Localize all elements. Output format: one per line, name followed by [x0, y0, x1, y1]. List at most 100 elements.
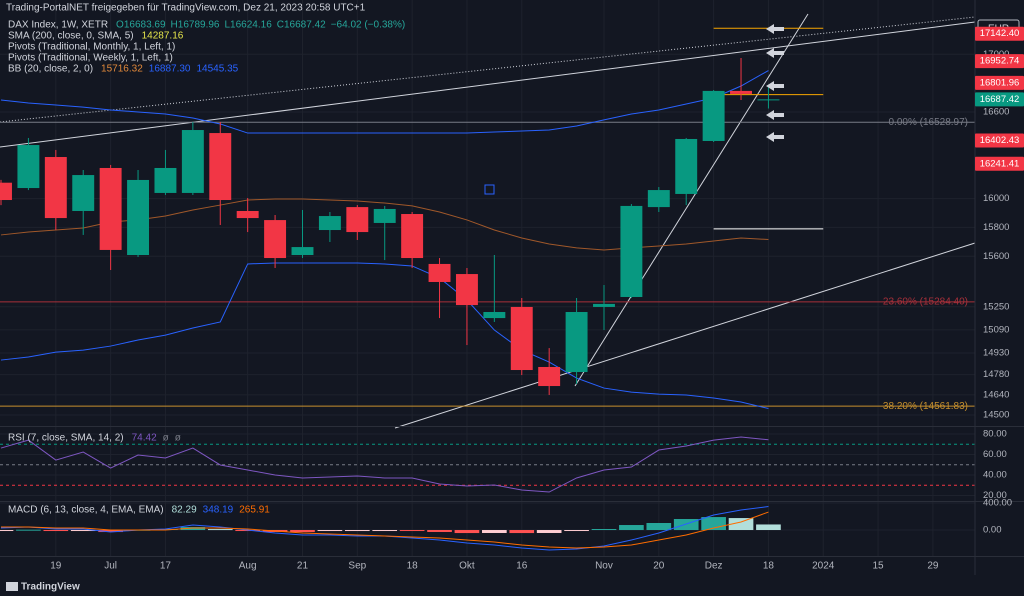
pane-value: 74.42	[132, 433, 157, 444]
candle-body	[483, 312, 506, 319]
candle-body	[757, 99, 780, 101]
y-tick-label: 14930	[983, 348, 1009, 359]
y-tick-label: 80.00	[983, 429, 1007, 440]
macd-histogram-bar	[536, 530, 562, 533]
y-tick-label: 60.00	[983, 449, 1007, 460]
y-tick-label: 400.00	[983, 498, 1012, 509]
price-badge-label: 16241.41	[980, 158, 1020, 169]
price-badge	[975, 26, 1024, 41]
arrow	[766, 81, 784, 91]
candle-body	[291, 247, 314, 255]
macd-histogram-bar	[43, 530, 69, 532]
macd-histogram-bar	[509, 530, 535, 534]
price-badge	[975, 92, 1024, 107]
macd-histogram-bar	[756, 524, 781, 531]
x-tick-label: Nov	[595, 561, 613, 572]
macd-histogram-bar	[235, 530, 261, 532]
y-tick-label: 14500	[983, 410, 1009, 421]
y-tick-label: 20.00	[983, 490, 1007, 501]
indicator-label: BB (20, close, 2, 0)	[8, 64, 93, 75]
x-tick-label: Dez	[705, 561, 723, 572]
x-tick-label: Okt	[459, 561, 475, 572]
indicator-value: 14287.16	[142, 31, 184, 42]
candle-body	[318, 216, 341, 231]
macd-histogram-bar	[564, 530, 589, 532]
marker-box	[484, 184, 495, 195]
arrow	[766, 24, 784, 34]
x-tick-label: 18	[407, 561, 419, 572]
candle-body	[675, 138, 698, 194]
arrow	[766, 110, 784, 120]
ohlc-value: C16687.42	[277, 20, 326, 31]
candle-body	[181, 130, 204, 193]
macd-histogram-bar	[153, 529, 178, 531]
data-layer	[0, 27, 975, 551]
macd-histogram-bar	[344, 530, 370, 532]
macd-histogram-bar	[70, 530, 96, 532]
indicator-label: Pivots (Traditional, Monthly, 1, Left, 1…	[8, 42, 175, 53]
candle-body	[538, 366, 561, 387]
indicator-label: Pivots (Traditional, Weekly, 1, Left, 1)	[8, 53, 173, 64]
x-tick-label: 2024	[812, 561, 835, 572]
axes: EUR 19Jul17Aug21Sep18Okt16Nov20Dez182024…	[0, 0, 1024, 575]
candle-body	[209, 133, 232, 201]
macd-histogram-bar	[207, 529, 233, 531]
fib-label: 38.20% (14561.83)	[883, 401, 968, 412]
footer-text: TradingView	[21, 582, 80, 593]
legend-layer: Trading-PortalNET freigegeben für Tradin…	[6, 3, 968, 593]
price-badge	[975, 54, 1024, 69]
y-tick-label: 15800	[983, 222, 1009, 233]
x-tick-label: Sep	[348, 561, 366, 572]
candle-body	[264, 220, 287, 259]
indicator-value: 14545.35	[196, 64, 238, 75]
macd-histogram-bar	[16, 529, 41, 531]
legend-title: DAX Index, 1W, XETR	[8, 20, 108, 31]
macd-histogram-bar	[317, 530, 343, 532]
macd-histogram-bar	[728, 518, 754, 531]
candle-body	[401, 214, 424, 259]
price-badge-label: 16402.43	[980, 135, 1020, 146]
macd-histogram-bar	[482, 530, 507, 533]
candle-body	[236, 210, 259, 219]
candle-body	[593, 303, 615, 307]
price-badge-label: 16687.42	[980, 94, 1020, 105]
logo	[6, 582, 18, 591]
candle-body	[373, 208, 396, 223]
macd-histogram-bar	[454, 530, 480, 534]
pane-value: 265.91	[239, 505, 270, 516]
macd-histogram-bar	[372, 530, 398, 532]
x-tick-label: 29	[927, 561, 939, 572]
candle-body	[0, 182, 12, 201]
ohlc-value: −64.02 (−0.38%)	[331, 20, 406, 31]
macd-histogram-bar	[591, 529, 617, 531]
macd-histogram-bar	[619, 525, 644, 531]
y-tick-label: 40.00	[983, 470, 1007, 481]
pane-value: 348.19	[203, 505, 234, 516]
indicator-label: SMA (200, close, 0, SMA, 5)	[8, 31, 134, 42]
candle-body	[620, 205, 643, 297]
candle-body	[17, 145, 40, 189]
x-tick-label: 20	[653, 561, 665, 572]
indicator-value: 16887.30	[149, 64, 191, 75]
price-badge-label: 16952.74	[980, 56, 1020, 67]
macd-histogram-bar	[646, 522, 672, 531]
candle-body	[99, 167, 122, 250]
fib-label: 23.60% (15284.40)	[883, 296, 968, 307]
price-badge	[975, 75, 1024, 90]
pane-value: 82.29	[172, 505, 197, 516]
candle-body	[510, 306, 533, 371]
y-tick-label: 14780	[983, 369, 1009, 380]
footer: TradingView	[6, 582, 80, 593]
y-tick-label: 15250	[983, 301, 1009, 312]
macd-histogram-bar	[290, 530, 315, 533]
bb-upper	[0, 70, 769, 134]
x-tick-label: Jul	[104, 561, 117, 572]
header: Trading-PortalNET freigegeben für Tradin…	[6, 3, 366, 14]
price-badge-label: 17142.40	[980, 28, 1020, 39]
trend-line	[394, 242, 976, 429]
candle-body	[565, 312, 588, 373]
y-tick-label: 0.00	[983, 525, 1002, 536]
candle-body	[127, 179, 150, 255]
